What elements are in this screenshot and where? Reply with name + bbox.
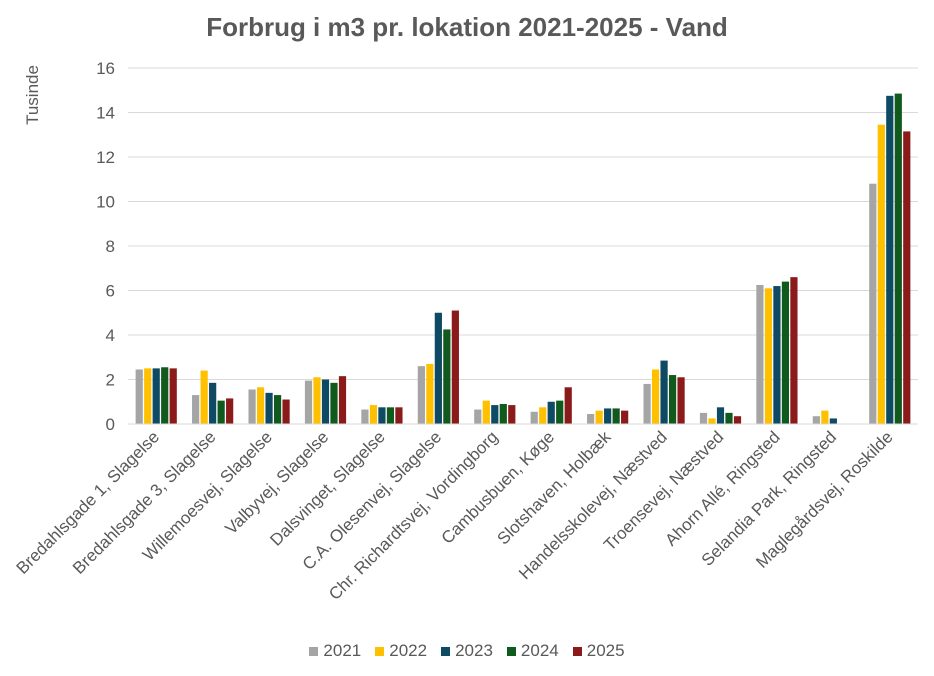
bar-2025-7 [508,405,516,424]
legend-label: 2023 [455,641,493,660]
bar-2021-3 [248,389,256,424]
bar-2025-8 [564,387,572,424]
bar-2023-4 [321,379,330,424]
bar-2024-7 [499,403,507,424]
bar-2022-13 [821,410,829,424]
bar-2025-11 [733,416,742,424]
bar-2024-6 [443,329,451,424]
legend-item-2024: 2024 [506,641,559,661]
y-tick-label: 8 [106,237,115,256]
bar-2021-1 [135,369,143,424]
gridlines [128,67,918,380]
bar-2022-6 [426,363,434,424]
bar-2021-9 [587,413,595,424]
x-tick-label: Valbyvej, Slagelse [222,427,333,538]
y-tick-label: 12 [96,148,115,167]
bar-2025-12 [790,277,798,424]
bar-2025-10 [677,377,685,424]
y-tick-label: 10 [96,193,115,212]
legend-swatch [506,646,516,656]
bar-2021-4 [304,380,313,424]
bars [135,93,911,425]
bar-2023-11 [716,407,725,424]
bar-2024-1 [161,367,169,424]
bar-2022-3 [256,387,265,424]
y-tick-label: 6 [106,282,115,301]
legend-item-2022: 2022 [375,641,427,661]
y-tick-label: 16 [96,59,115,78]
bar-2024-5 [386,407,395,424]
legend-label: 2022 [389,641,428,660]
legend-label: 2021 [323,641,362,660]
bar-2021-6 [417,366,425,424]
bar-2022-2 [200,370,208,424]
legend-swatch [309,646,319,656]
bar-2021-12 [756,284,764,424]
legend-swatch [572,646,582,656]
bar-2023-13 [829,418,837,424]
bar-2022-11 [708,418,716,424]
legend-item-2025: 2025 [572,641,625,661]
bar-2023-2 [209,382,217,424]
bar-2023-6 [434,312,442,424]
bar-2023-3 [265,392,273,424]
bar-2023-9 [604,408,612,424]
y-tick-label: 0 [106,415,115,434]
bar-2024-4 [330,382,338,424]
bar-2025-4 [338,376,347,424]
bar-2022-5 [369,405,378,424]
bar-2022-7 [482,400,490,424]
bar-2025-6 [451,310,459,424]
legend-label: 2025 [586,641,625,660]
bar-2022-14 [877,124,885,425]
bar-2022-4 [313,377,321,424]
legend-item-2023: 2023 [441,641,493,661]
y-tick-label: 14 [96,104,115,123]
bar-2021-14 [869,183,877,424]
bar-2023-5 [378,407,386,424]
bar-2021-7 [474,409,482,424]
bar-2024-11 [725,412,733,424]
bar-2022-12 [764,288,773,424]
legend-label: 2024 [520,641,559,660]
bar-2025-1 [169,368,177,424]
bar-2024-9 [612,408,620,424]
bar-2023-12 [773,286,781,424]
bar-2021-8 [530,411,538,424]
bar-2023-8 [547,401,555,424]
bar-2023-1 [152,368,160,424]
chart-title: Forbrug i m3 pr. lokation 2021-2025 - Va… [206,12,728,42]
y-tick-label: 2 [106,371,115,390]
bar-2024-8 [556,400,564,424]
bar-2023-7 [491,405,499,424]
bar-2025-3 [282,399,290,424]
bar-2024-3 [273,395,282,424]
bar-2021-10 [643,383,651,424]
bar-2025-2 [226,398,234,424]
bar-2025-14 [903,131,911,424]
bar-2022-10 [651,369,660,424]
chart-legend: 2021 2022 2023 2024 2025 [0,641,934,661]
bar-2024-2 [217,400,225,424]
bar-2022-1 [144,368,152,424]
legend-item-2021: 2021 [309,641,361,661]
legend-swatch [375,646,385,656]
y-axis-label: Tusinde [23,65,42,125]
bar-2025-9 [621,410,629,424]
bar-2025-5 [395,407,403,424]
bar-2023-10 [660,360,668,424]
bar-2022-8 [539,407,547,424]
bar-2024-14 [894,93,902,425]
bar-2021-5 [361,409,369,424]
y-tick-label: 4 [106,326,115,345]
legend-swatch [441,646,451,656]
bar-2024-12 [781,281,790,424]
bar-2022-9 [595,410,603,424]
bar-2021-13 [812,416,820,424]
bar-2023-14 [886,95,894,424]
bar-2021-11 [699,412,708,424]
bar-2024-10 [668,375,677,424]
bar-2021-2 [192,395,200,424]
